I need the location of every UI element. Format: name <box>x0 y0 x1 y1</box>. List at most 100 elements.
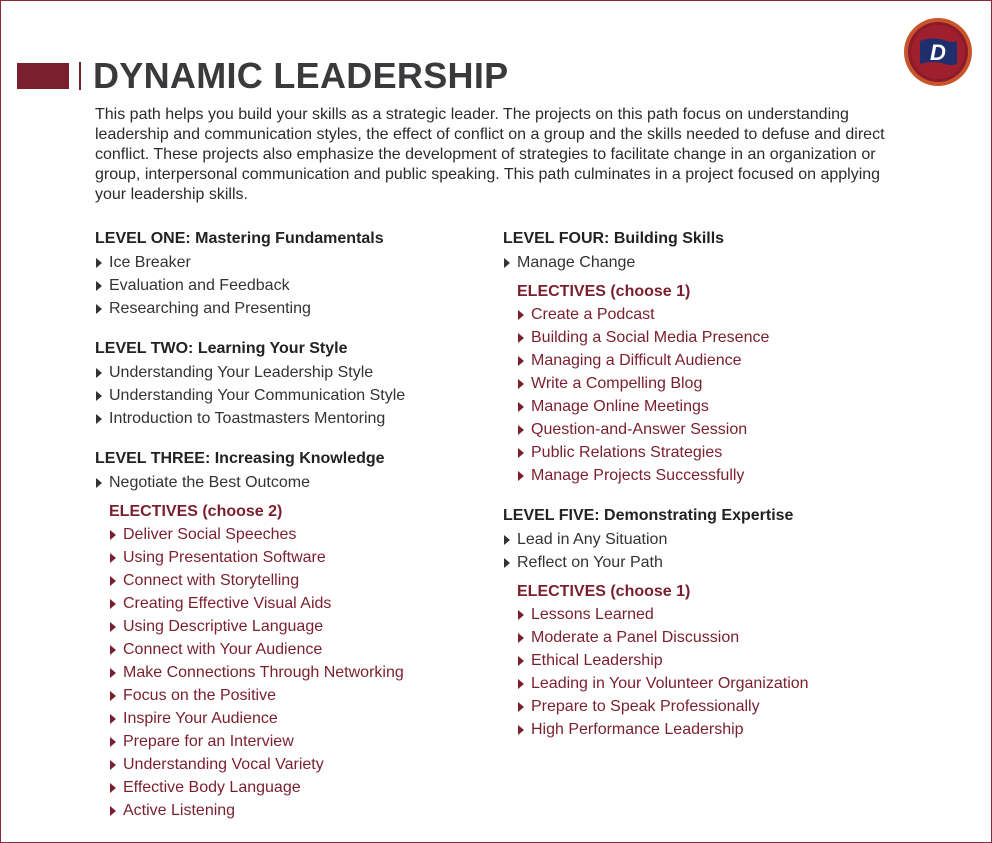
arrow-icon <box>518 333 524 343</box>
elective-item: Public Relations Strategies <box>517 441 903 464</box>
elective-item: Prepare to Speak Professionally <box>517 695 903 718</box>
project-item: Researching and Presenting <box>95 297 475 320</box>
dynamic-leadership-logo-icon: D <box>904 18 972 86</box>
elective-item: High Performance Leadership <box>517 718 903 741</box>
arrow-icon <box>504 535 510 545</box>
arrow-icon <box>110 668 116 678</box>
arrow-icon <box>518 656 524 666</box>
path-description: This path helps you build your skills as… <box>95 106 885 203</box>
electives-block: ELECTIVES (choose 1) Create a Podcast Bu… <box>517 280 903 487</box>
arrow-icon <box>110 553 116 563</box>
electives-title: ELECTIVES (choose 1) <box>517 283 691 300</box>
required-projects: Negotiate the Best Outcome <box>95 471 475 494</box>
elective-list: Deliver Social Speeches Using Presentati… <box>109 523 475 822</box>
right-column: LEVEL FOUR: Building Skills Manage Chang… <box>503 229 903 760</box>
title-divider <box>79 62 81 90</box>
arrow-icon <box>518 310 524 320</box>
level-one: LEVEL ONE: Mastering Fundamentals Ice Br… <box>95 229 475 320</box>
arrow-icon <box>96 281 102 291</box>
arrow-icon <box>110 806 116 816</box>
arrow-icon <box>110 530 116 540</box>
elective-item: Building a Social Media Presence <box>517 326 903 349</box>
elective-item: Make Connections Through Networking <box>109 661 475 684</box>
arrow-icon <box>518 725 524 735</box>
level-title: LEVEL ONE: Mastering Fundamentals <box>95 230 384 247</box>
project-item: Understanding Your Leadership Style <box>95 361 475 384</box>
electives-title: ELECTIVES (choose 2) <box>109 503 283 520</box>
elective-item: Inspire Your Audience <box>109 707 475 730</box>
elective-item: Active Listening <box>109 799 475 822</box>
elective-item: Focus on the Positive <box>109 684 475 707</box>
arrow-icon <box>96 368 102 378</box>
arrow-icon <box>518 356 524 366</box>
arrow-icon <box>110 760 116 770</box>
elective-item: Moderate a Panel Discussion <box>517 626 903 649</box>
elective-item: Manage Online Meetings <box>517 395 903 418</box>
arrow-icon <box>518 702 524 712</box>
elective-item: Question-and-Answer Session <box>517 418 903 441</box>
arrow-icon <box>96 258 102 268</box>
arrow-icon <box>110 576 116 586</box>
arrow-icon <box>504 558 510 568</box>
arrow-icon <box>504 258 510 268</box>
level-title: LEVEL THREE: Increasing Knowledge <box>95 450 385 467</box>
arrow-icon <box>110 737 116 747</box>
arrow-icon <box>518 610 524 620</box>
arrow-icon <box>110 714 116 724</box>
arrow-icon <box>110 599 116 609</box>
arrow-icon <box>518 679 524 689</box>
electives-block: ELECTIVES (choose 1) Lessons Learned Mod… <box>517 580 903 741</box>
project-item: Lead in Any Situation <box>503 528 903 551</box>
arrow-icon <box>96 414 102 424</box>
arrow-icon <box>96 391 102 401</box>
level-two: LEVEL TWO: Learning Your Style Understan… <box>95 339 475 430</box>
project-item: Negotiate the Best Outcome <box>95 471 475 494</box>
elective-item: Using Descriptive Language <box>109 615 475 638</box>
elective-item: Connect with Storytelling <box>109 569 475 592</box>
required-projects: Ice Breaker Evaluation and Feedback Rese… <box>95 251 475 320</box>
level-title: LEVEL FOUR: Building Skills <box>503 230 725 247</box>
title-accent-bar <box>17 63 69 89</box>
arrow-icon <box>110 645 116 655</box>
level-three: LEVEL THREE: Increasing Knowledge Negoti… <box>95 449 475 822</box>
elective-item: Understanding Vocal Variety <box>109 753 475 776</box>
elective-list: Lessons Learned Moderate a Panel Discuss… <box>517 603 903 741</box>
electives-block: ELECTIVES (choose 2) Deliver Social Spee… <box>109 500 475 822</box>
level-title: LEVEL TWO: Learning Your Style <box>95 340 348 357</box>
arrow-icon <box>110 691 116 701</box>
required-projects: Manage Change <box>503 251 903 274</box>
page-title: DYNAMIC LEADERSHIP <box>93 55 509 96</box>
arrow-icon <box>518 448 524 458</box>
project-item: Introduction to Toastmasters Mentoring <box>95 407 475 430</box>
elective-item: Write a Compelling Blog <box>517 372 903 395</box>
arrow-icon <box>96 304 102 314</box>
arrow-icon <box>110 622 116 632</box>
elective-item: Lessons Learned <box>517 603 903 626</box>
electives-title: ELECTIVES (choose 1) <box>517 583 691 600</box>
arrow-icon <box>518 471 524 481</box>
elective-item: Deliver Social Speeches <box>109 523 475 546</box>
level-five: LEVEL FIVE: Demonstrating Expertise Lead… <box>503 506 903 741</box>
project-item: Manage Change <box>503 251 903 274</box>
elective-item: Connect with Your Audience <box>109 638 475 661</box>
project-item: Reflect on Your Path <box>503 551 903 574</box>
elective-item: Create a Podcast <box>517 303 903 326</box>
arrow-icon <box>518 425 524 435</box>
elective-list: Create a Podcast Building a Social Media… <box>517 303 903 487</box>
elective-item: Managing a Difficult Audience <box>517 349 903 372</box>
elective-item: Creating Effective Visual Aids <box>109 592 475 615</box>
project-item: Ice Breaker <box>95 251 475 274</box>
left-column: LEVEL ONE: Mastering Fundamentals Ice Br… <box>95 229 475 841</box>
level-title: LEVEL FIVE: Demonstrating Expertise <box>503 507 794 524</box>
elective-item: Effective Body Language <box>109 776 475 799</box>
project-item: Understanding Your Communication Style <box>95 384 475 407</box>
required-projects: Understanding Your Leadership Style Unde… <box>95 361 475 430</box>
level-four: LEVEL FOUR: Building Skills Manage Chang… <box>503 229 903 487</box>
logo-letter: D <box>930 40 946 65</box>
arrow-icon <box>96 478 102 488</box>
elective-item: Using Presentation Software <box>109 546 475 569</box>
arrow-icon <box>518 379 524 389</box>
elective-item: Prepare for an Interview <box>109 730 475 753</box>
required-projects: Lead in Any Situation Reflect on Your Pa… <box>503 528 903 574</box>
